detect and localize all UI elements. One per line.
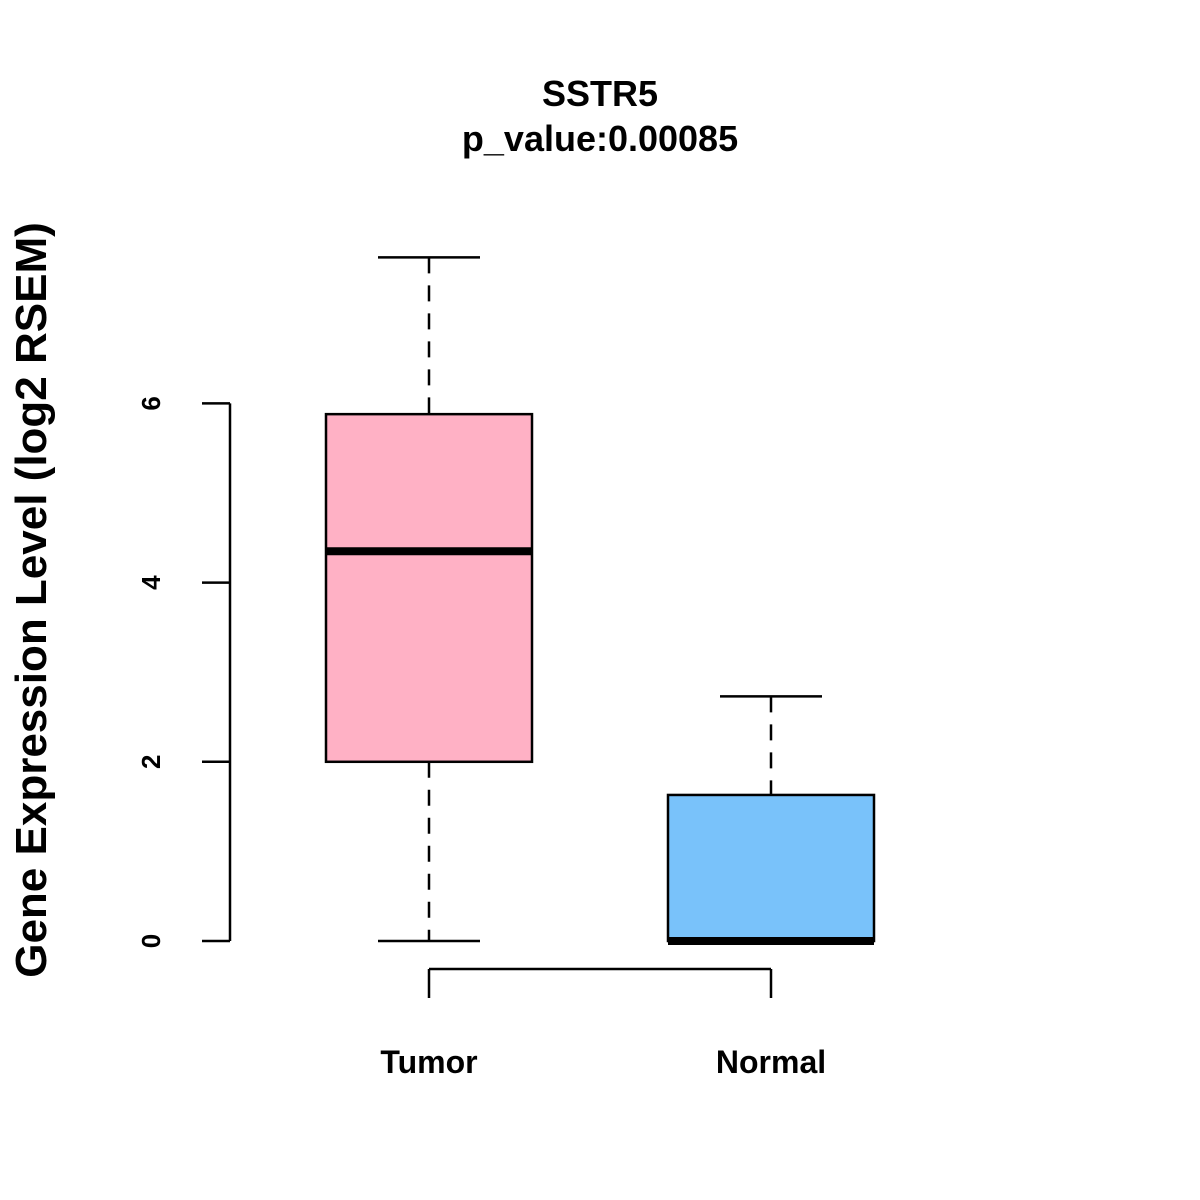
x-tick-label-normal: Normal (716, 1044, 826, 1080)
x-axis: Tumor Normal (380, 967, 826, 1080)
y-axis-label: Gene Expression Level (log2 RSEM) (7, 222, 56, 978)
x-tick-label-tumor: Tumor (380, 1044, 477, 1080)
y-tick-label-6: 6 (136, 396, 166, 410)
y-tick-label-2: 2 (136, 755, 166, 769)
box-tumor (324, 256, 534, 943)
y-tick-label-0: 0 (136, 934, 166, 948)
y-tick-label-4: 4 (136, 575, 166, 590)
box-normal (666, 695, 876, 945)
y-axis: 0 2 4 6 (136, 396, 232, 948)
box-rect-tumor (324, 412, 534, 764)
boxes-layer (324, 256, 876, 945)
chart-subtitle: p_value:0.00085 (462, 118, 738, 159)
box-rect-normal (666, 793, 876, 943)
chart-title: SSTR5 (542, 73, 658, 114)
